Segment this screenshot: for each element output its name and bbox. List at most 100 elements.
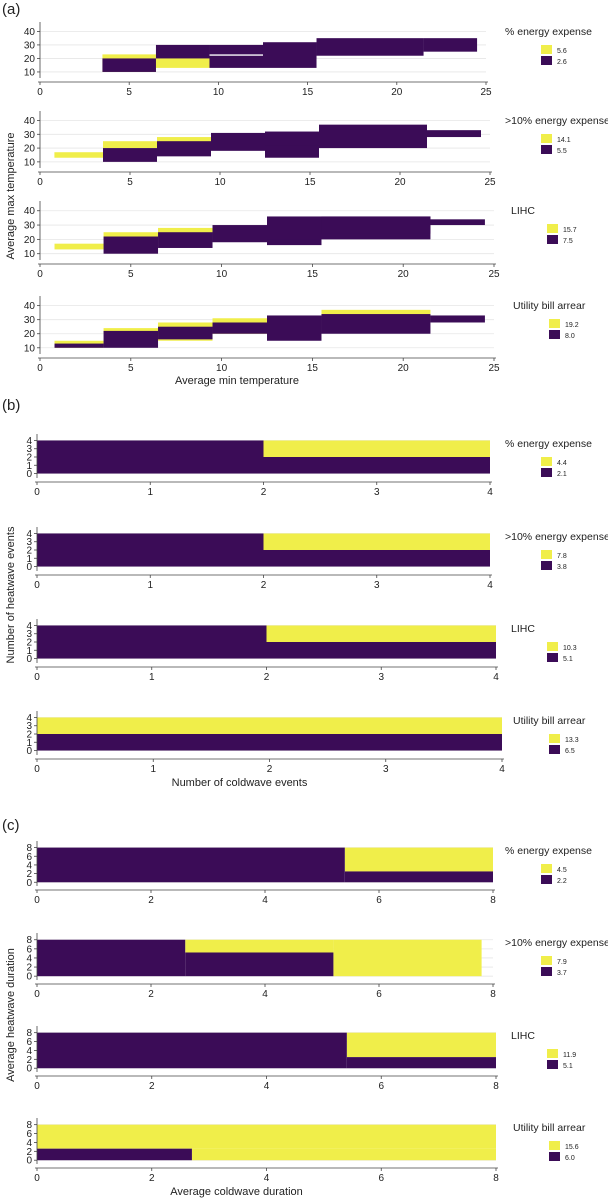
cell-low: [37, 625, 267, 659]
x-tick-label: 20: [398, 269, 410, 280]
x-tick-label: 3: [378, 672, 384, 683]
cell-low: [265, 145, 319, 158]
x-tick-label: 20: [398, 363, 410, 374]
cell-low: [37, 440, 264, 474]
x-tick-label: 0: [37, 177, 43, 188]
legend-swatch-high: [547, 642, 558, 651]
legend-swatch-high: [541, 134, 552, 143]
y-tick-label: 6: [26, 1037, 32, 1048]
legend-swatch-high: [549, 1141, 560, 1150]
cell-low: [321, 314, 431, 334]
legend-value-low: 5.1: [563, 656, 573, 663]
legend-swatch-high: [541, 550, 552, 559]
x-tick-label: 5: [128, 363, 134, 374]
cell-high: [321, 309, 431, 317]
legend-title: >10% energy expense: [505, 937, 608, 949]
cell-low: [346, 1057, 496, 1069]
cell-low: [266, 642, 496, 659]
x-tick-label: 2: [148, 989, 154, 1000]
y-tick-label: 2: [26, 730, 32, 741]
cell-low: [319, 124, 427, 149]
x-tick-label: 0: [34, 487, 40, 498]
y-tick-label: 2: [26, 638, 32, 649]
y-tick-label: 10: [24, 157, 36, 168]
y-tick-label: 6: [26, 1129, 32, 1140]
y-axis-label: Number of heatwave events: [5, 526, 17, 663]
cell-high: [263, 533, 490, 550]
x-tick-label: 4: [262, 895, 268, 906]
legend-swatch-low: [541, 468, 552, 477]
y-tick-label: 1: [26, 554, 32, 565]
panel-label: (c): [2, 817, 20, 834]
cell-high: [185, 939, 334, 953]
cell-low: [430, 315, 485, 323]
y-tick-label: 3: [26, 537, 32, 548]
y-tick-label: 2: [26, 963, 32, 974]
cell-low: [37, 533, 264, 567]
x-tick-label: 0: [37, 87, 43, 98]
cell-low: [209, 55, 317, 68]
x-tick-label: 3: [374, 580, 380, 591]
legend-swatch-low: [541, 875, 552, 884]
y-tick-label: 10: [24, 67, 36, 78]
legend-value-low: 2.2: [557, 878, 567, 885]
x-tick-label: 5: [128, 269, 134, 280]
x-tick-label: 2: [264, 672, 270, 683]
y-tick-label: 4: [26, 1138, 32, 1149]
legend-title: % energy expense: [505, 438, 592, 450]
y-tick-label: 2: [26, 869, 32, 880]
y-tick-label: 8: [26, 1028, 32, 1039]
x-tick-label: 0: [34, 580, 40, 591]
legend-value-high: 19.2: [565, 322, 579, 329]
x-tick-label: 4: [493, 672, 499, 683]
y-tick-label: 0: [26, 878, 32, 889]
x-tick-label: 0: [34, 1081, 40, 1092]
x-tick-label: 4: [262, 989, 268, 1000]
subplot-4: 10 20 30 40 0 5 10 15 20 25 Utility bill arrear 19.…: [24, 296, 586, 374]
cell-low: [158, 326, 213, 340]
legend-title: % energy expense: [505, 26, 592, 38]
cell-low: [37, 734, 502, 751]
cell-low: [263, 42, 317, 59]
legend-value-high: 4.4: [557, 460, 567, 467]
y-tick-label: 4: [26, 860, 32, 871]
cell-low: [103, 148, 157, 162]
y-tick-label: 4: [26, 529, 32, 540]
y-tick-label: 40: [24, 206, 36, 217]
cell-high: [266, 625, 496, 642]
panel-label: (b): [2, 397, 20, 414]
legend-title: Utility bill arrear: [513, 300, 586, 312]
x-tick-label: 1: [147, 487, 153, 498]
cell-low: [155, 44, 210, 59]
y-tick-label: 3: [26, 721, 32, 732]
x-tick-label: 8: [493, 1173, 499, 1184]
cell-high: [346, 1032, 496, 1058]
panel-a: (a) Average max temperature 10 20 30 40 0 5 10 15…: [2, 1, 608, 387]
x-tick-label: 25: [488, 363, 500, 374]
cell-low: [265, 131, 319, 147]
legend-value-high: 4.5: [557, 867, 567, 874]
y-axis-label: Average heatwave duration: [5, 948, 17, 1082]
y-tick-label: 8: [26, 1120, 32, 1131]
cell-low: [263, 550, 490, 567]
cell-low: [423, 38, 478, 52]
y-tick-label: 6: [26, 944, 32, 955]
legend-value-low: 3.7: [557, 970, 567, 977]
cell-low: [212, 225, 267, 243]
cell-high: [191, 1148, 496, 1161]
legend-value-low: 3.8: [557, 564, 567, 571]
x-tick-label: 10: [213, 87, 225, 98]
y-tick-label: 20: [24, 54, 36, 65]
cell-high: [158, 227, 213, 234]
x-tick-label: 0: [34, 1173, 40, 1184]
y-tick-label: 10: [24, 249, 36, 260]
y-tick-label: 6: [26, 852, 32, 863]
y-tick-label: 0: [26, 654, 32, 665]
cell-low: [37, 847, 345, 883]
